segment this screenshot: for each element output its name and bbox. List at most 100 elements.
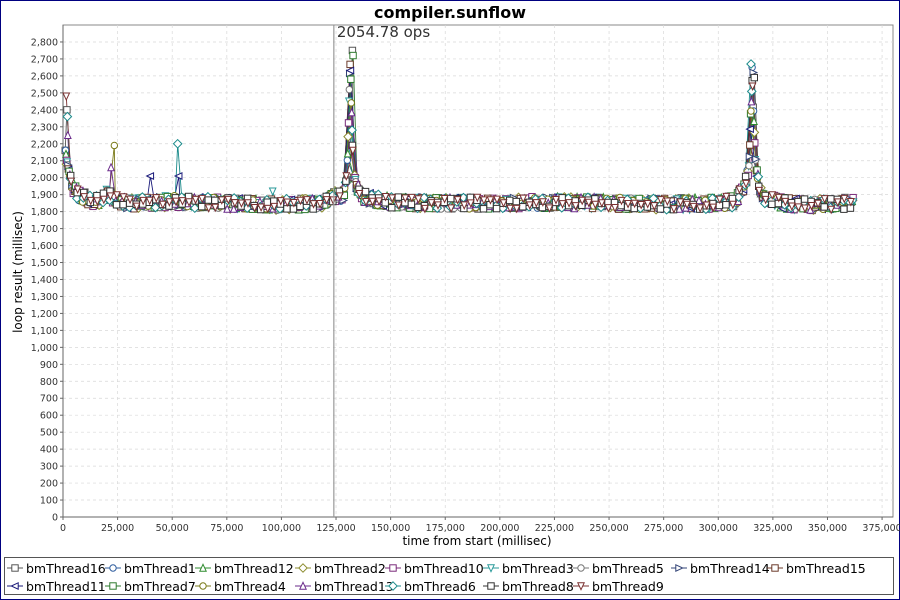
data-point-bmThread9 xyxy=(617,196,626,206)
data-point-bmThread9 xyxy=(296,196,305,206)
legend-symbol xyxy=(577,582,585,591)
data-point-bmThread9 xyxy=(558,200,567,209)
data-point-bmThread9 xyxy=(637,200,646,210)
data-point-bmThread9 xyxy=(434,201,443,210)
data-point-bmThread9 xyxy=(466,199,475,208)
y-tick-label: 2,100 xyxy=(31,156,58,167)
data-point-bmThread9 xyxy=(755,186,764,196)
data-point-bmThread8 xyxy=(741,172,750,181)
x-tick-label: 325,000 xyxy=(753,523,792,534)
data-point-bmThread9 xyxy=(578,196,587,206)
x-tick-label: 50,000 xyxy=(156,523,189,534)
y-tick-label: 2,600 xyxy=(31,71,58,82)
data-point-bmThread9 xyxy=(368,197,377,207)
data-point-bmThread9 xyxy=(375,197,384,207)
legend-label: bmThread15 xyxy=(786,560,866,576)
data-point-bmThread8 xyxy=(479,205,488,213)
data-point-bmThread9 xyxy=(381,192,390,202)
data-point-bmThread13 xyxy=(347,107,356,117)
data-point-bmThread9 xyxy=(250,204,259,213)
legend-item-bmThread11: bmThread11 xyxy=(7,577,106,595)
data-point-bmThread8 xyxy=(558,194,566,202)
data-point-bmThread9 xyxy=(519,194,528,204)
data-point-bmThread16 xyxy=(63,106,71,114)
data-point-bmThread9 xyxy=(722,192,731,202)
data-point-bmThread9 xyxy=(683,200,692,210)
legend-label: bmThread9 xyxy=(592,578,664,594)
data-point-bmThread9 xyxy=(244,199,252,208)
x-axis-label: time from start (millisec) xyxy=(402,534,551,548)
legend-item-bmThread13: bmThread13 xyxy=(295,577,394,595)
data-point-bmThread9 xyxy=(715,195,724,205)
x-tick-label: 125,000 xyxy=(316,523,355,534)
y-tick-label: 1,600 xyxy=(31,241,58,252)
plot-area xyxy=(62,24,894,518)
legend-symbol xyxy=(199,582,207,590)
data-point-bmThread9 xyxy=(551,196,560,205)
data-point-bmThread9 xyxy=(493,195,501,205)
data-point-bmThread9 xyxy=(230,199,239,208)
data-point-bmThread9 xyxy=(643,200,652,209)
data-point-bmThread8 xyxy=(119,200,127,209)
legend-label: bmThread11 xyxy=(26,578,106,594)
legend-item-bmThread8: bmThread8 xyxy=(483,577,574,595)
y-tick-label: 600 xyxy=(40,411,58,422)
axes: 0 100 200 300 400 500 600 700 800 900 1,000 1,100 1,… xyxy=(31,25,900,534)
data-point-bmThread9 xyxy=(565,199,574,208)
data-point-bmThread13 xyxy=(747,96,756,106)
data-point-bmThread8 xyxy=(506,196,514,205)
data-point-bmThread9 xyxy=(728,200,737,210)
data-point-bmThread9 xyxy=(663,197,672,207)
y-tick-label: 700 xyxy=(40,394,58,405)
legend-symbol xyxy=(109,564,117,572)
data-point-bmThread9 xyxy=(263,204,272,214)
y-tick-label: 1,200 xyxy=(31,309,58,320)
data-point-bmThread8 xyxy=(198,202,206,211)
y-tick-label: 1,000 xyxy=(31,343,58,354)
data-point-bmThread9 xyxy=(532,199,541,208)
data-point-bmThread9 xyxy=(597,199,606,208)
legend-label: bmThread7 xyxy=(124,578,196,594)
data-point-bmThread9 xyxy=(302,196,311,205)
x-tick-label: 75,000 xyxy=(210,523,243,534)
data-point-bmThread9 xyxy=(814,199,823,209)
data-point-bmThread11 xyxy=(145,172,155,180)
x-tick-label: 0 xyxy=(60,523,66,534)
data-point-bmThread9 xyxy=(106,192,115,201)
data-point-bmThread8 xyxy=(263,198,271,206)
data-point-bmThread13 xyxy=(229,204,238,213)
data-point-bmThread9 xyxy=(211,203,220,213)
data-point-bmThread9 xyxy=(204,204,213,213)
data-point-bmThread9 xyxy=(73,185,82,195)
legend-marker-icon xyxy=(483,564,499,573)
legend-symbol xyxy=(298,563,308,573)
legend-marker-icon xyxy=(573,582,589,591)
legend-item-bmThread12: bmThread12 xyxy=(195,559,294,577)
legend-item-bmThread16: bmThread16 xyxy=(7,559,106,577)
data-point-bmThread9 xyxy=(584,198,593,208)
data-point-bmThread6 xyxy=(759,198,770,209)
data-point-bmThread9 xyxy=(473,193,482,203)
legend-symbol xyxy=(487,582,495,590)
data-point-bmThread8 xyxy=(846,204,855,212)
y-tick-label: 1,800 xyxy=(31,207,58,218)
data-point-bmThread9 xyxy=(394,201,403,211)
data-point-bmThread10 xyxy=(344,119,353,127)
legend-symbol xyxy=(577,564,585,572)
legend-marker-icon xyxy=(295,581,311,590)
data-point-bmThread9 xyxy=(460,201,469,210)
data-point-bmThread6 xyxy=(746,86,757,97)
legend-item-bmThread3: bmThread3 xyxy=(483,559,574,577)
data-point-bmThread12 xyxy=(343,148,352,158)
data-point-bmThread9 xyxy=(289,199,298,208)
legend-label: bmThread14 xyxy=(690,560,770,576)
data-point-bmThread9 xyxy=(689,202,698,212)
y-tick-label: 2,500 xyxy=(31,88,58,99)
data-point-bmThread13 xyxy=(223,204,232,213)
y-tick-label: 0 xyxy=(52,513,58,524)
data-point-bmThread9 xyxy=(499,199,508,208)
legend-label: bmThread1 xyxy=(124,560,196,576)
data-point-bmThread6 xyxy=(556,202,567,213)
x-tick-label: 275,000 xyxy=(644,523,683,534)
legend-label: bmThread4 xyxy=(214,578,286,594)
